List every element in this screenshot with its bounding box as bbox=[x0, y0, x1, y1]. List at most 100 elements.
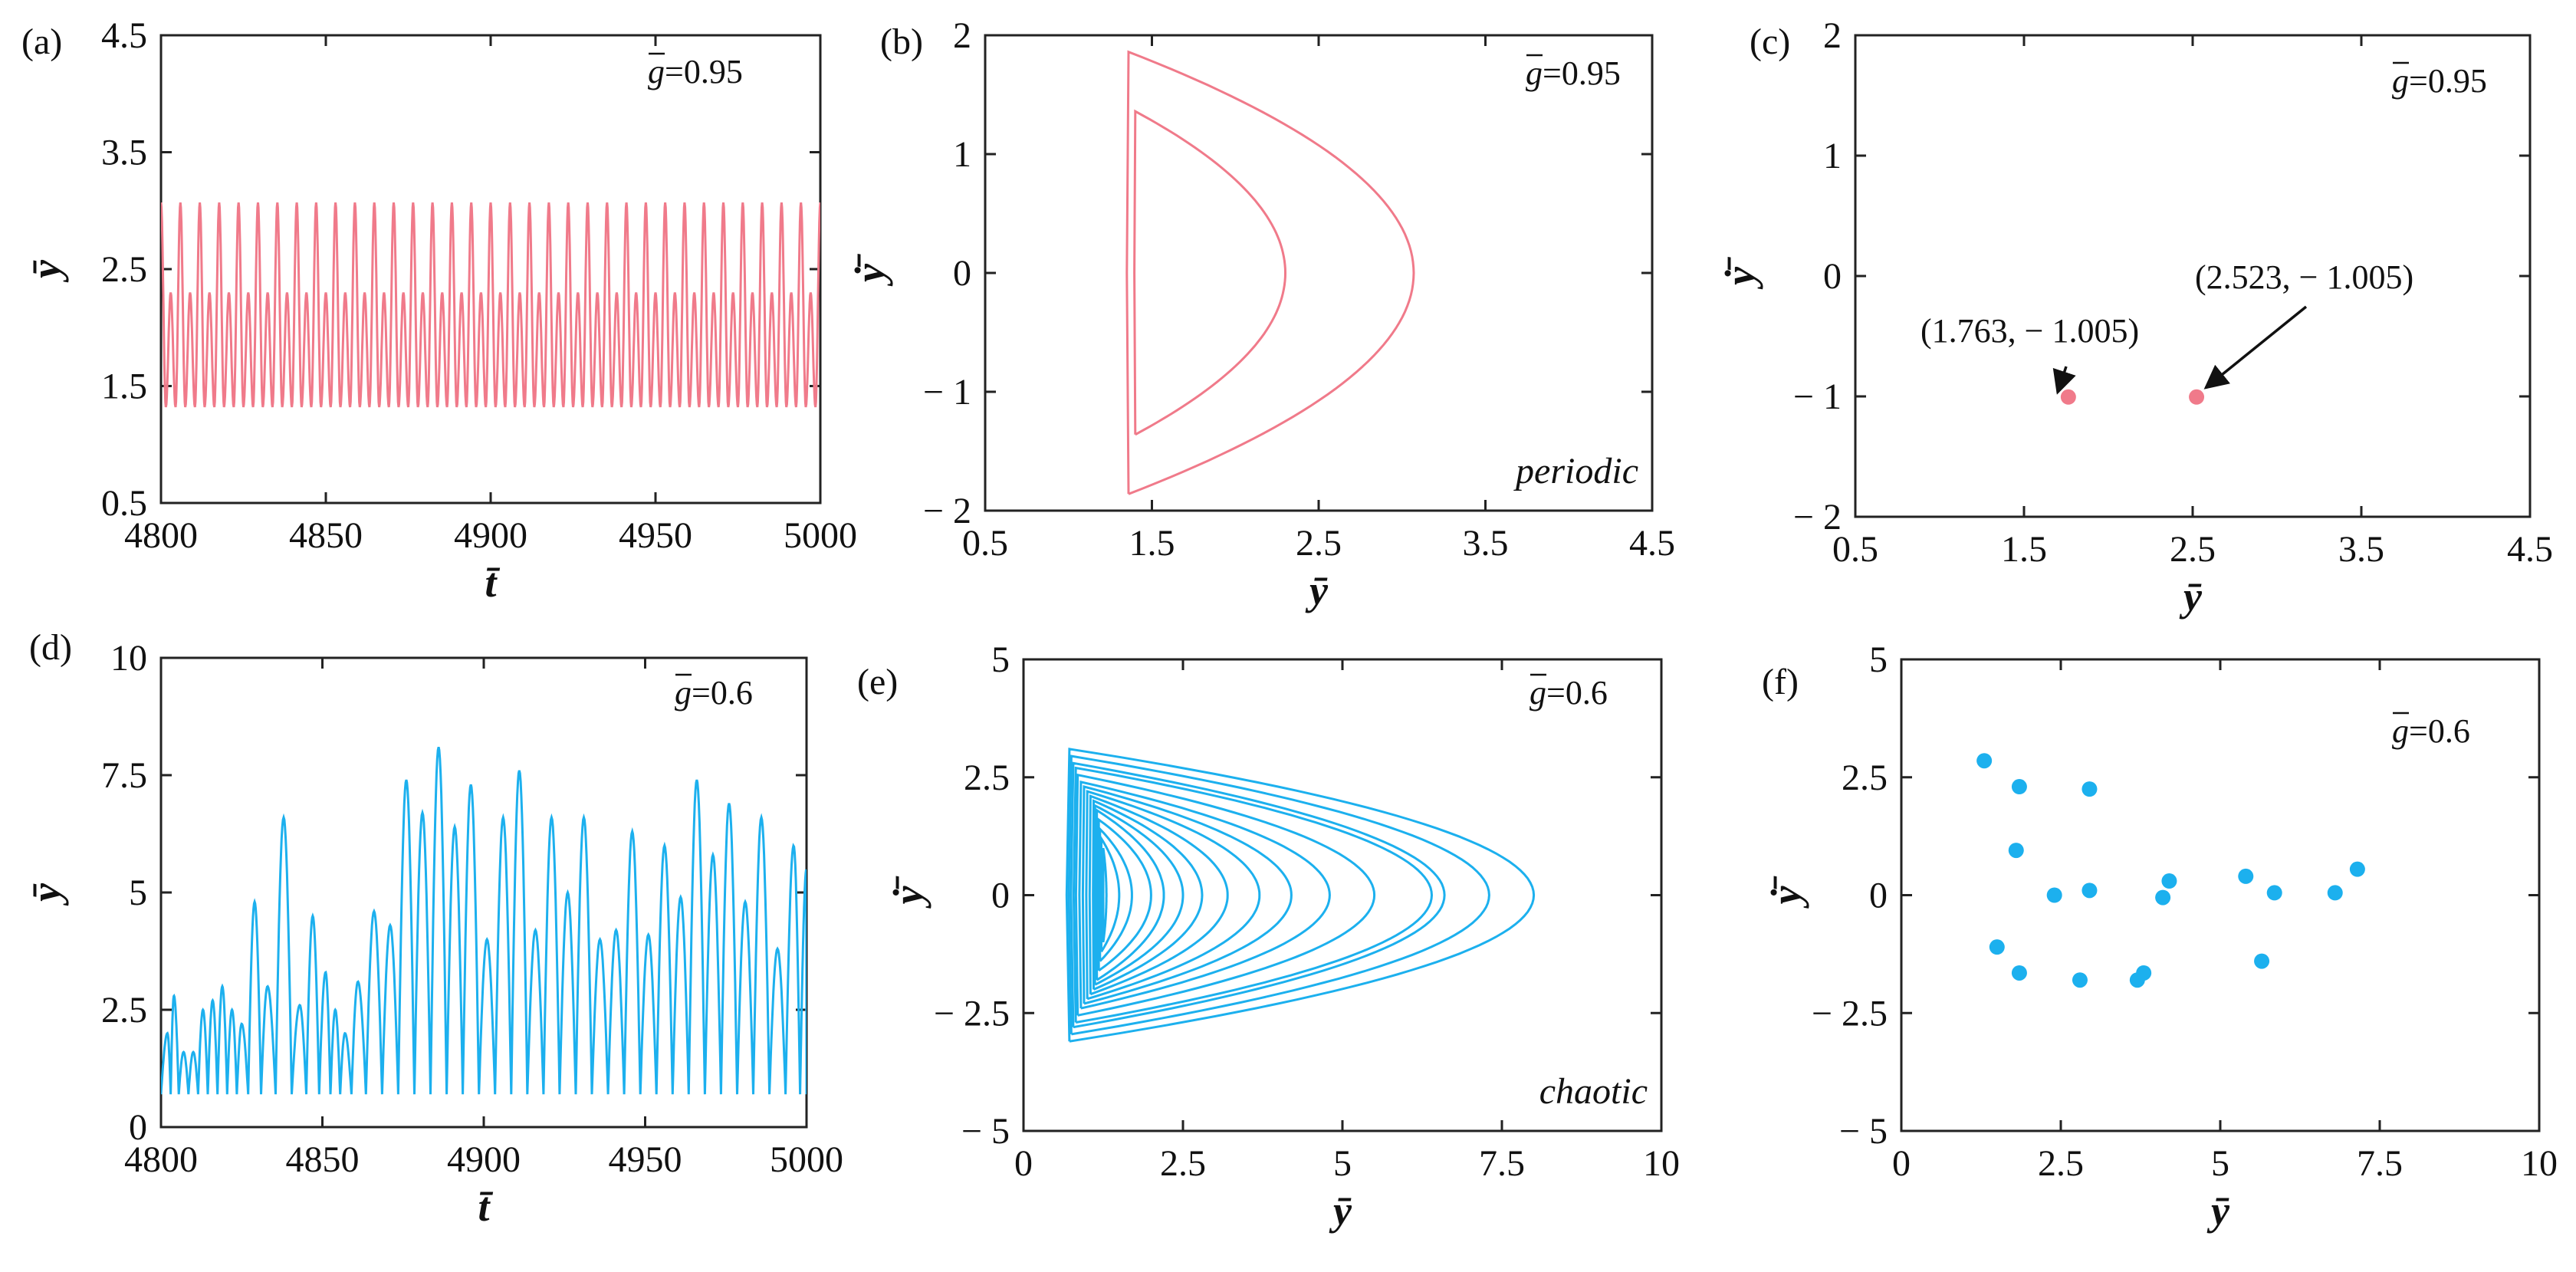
x-tick-label: 2.5 bbox=[2170, 529, 2216, 570]
panel-label: (e) bbox=[857, 662, 898, 702]
panel-label: (f) bbox=[1762, 662, 1799, 702]
poincare-point bbox=[2189, 389, 2205, 405]
x-tick-label: 4950 bbox=[609, 1139, 682, 1180]
x-tick-label: 4.5 bbox=[1629, 523, 1675, 564]
x-axis-label: t̄ bbox=[478, 1184, 494, 1230]
annotation-arrow bbox=[2203, 305, 2308, 389]
y-axis-label: ẏ̄ bbox=[847, 253, 893, 287]
poincare-point bbox=[2060, 389, 2076, 405]
poincare-point bbox=[2072, 972, 2088, 988]
poincare-point bbox=[2238, 868, 2254, 884]
y-tick-label: − 1 bbox=[1793, 376, 1842, 417]
g-bar-label: g=0.6 bbox=[1530, 674, 1608, 712]
x-axis-label: ȳ bbox=[1305, 567, 1329, 613]
poincare-point bbox=[2082, 883, 2098, 899]
panel-a: 4800 4850 4900 4950 5000 0.5 1.5 2.5 3.5 4.5 t̄ ȳ (a… bbox=[21, 15, 857, 606]
panel-label: (b) bbox=[880, 21, 923, 62]
y-tick-label: 10 bbox=[110, 638, 147, 679]
y-tick-label: 3.5 bbox=[101, 133, 147, 173]
y-tick-label: − 2.5 bbox=[1812, 993, 1888, 1034]
y-tick-label: 5 bbox=[129, 873, 147, 913]
axes-frame bbox=[984, 34, 1654, 512]
y-tick-label: 0 bbox=[1869, 876, 1888, 916]
orbit-line bbox=[1072, 766, 1434, 1024]
panel-label: (d) bbox=[29, 627, 72, 668]
orbit-line bbox=[1095, 808, 1165, 981]
x-tick-label: 0 bbox=[1014, 1143, 1033, 1184]
x-tick-label: 10 bbox=[2521, 1143, 2558, 1184]
panels: 4800 4850 4900 4950 50000.51.52.53.54.5t̄ȳ(a… bbox=[21, 15, 2558, 1234]
poincare-point bbox=[1989, 939, 2005, 955]
x-tick-label: 3.5 bbox=[2338, 529, 2384, 570]
x-tick-label: 4850 bbox=[286, 1139, 360, 1180]
orbit-line bbox=[1092, 799, 1204, 991]
orbit-line bbox=[1078, 781, 1331, 1010]
y-tick-label: 4.5 bbox=[101, 15, 147, 56]
x-tick-label: 10 bbox=[1643, 1143, 1680, 1184]
y-tick-label: 5 bbox=[1869, 639, 1888, 680]
orbit-line bbox=[1092, 804, 1184, 986]
x-tick-label: 1.5 bbox=[2001, 529, 2047, 570]
poincare-point bbox=[2082, 781, 2098, 797]
x-tick-label: 2.5 bbox=[1296, 523, 1342, 564]
annotation-label: (1.763, − 1.005) bbox=[1921, 312, 2139, 350]
poincare-point bbox=[2254, 953, 2270, 969]
x-tick-label: 0.5 bbox=[1832, 529, 1878, 570]
y-axis-label: ẏ̄ bbox=[886, 876, 932, 909]
y-tick-label: 0.5 bbox=[101, 483, 147, 524]
y-tick-label: 0 bbox=[953, 253, 971, 294]
x-tick-label: 5 bbox=[1333, 1143, 1352, 1184]
poincare-point bbox=[2046, 887, 2062, 903]
y-tick-label: 1 bbox=[953, 134, 971, 175]
x-tick-label: 0.5 bbox=[962, 523, 1008, 564]
orbit-line bbox=[1125, 50, 1415, 495]
orbit-line bbox=[1065, 748, 1536, 1043]
orbit-line bbox=[1097, 817, 1152, 972]
x-tick-label: 5000 bbox=[784, 515, 857, 556]
panel-c: 0.5 1.5 2.5 3.5 4.5 − 2 − 1 0 1 2 ȳ ẏ̄ (c) g=0.95 (1.7… bbox=[1717, 15, 2553, 620]
x-axis-label: ȳ bbox=[2206, 1188, 2230, 1234]
x-tick-label: 0 bbox=[1892, 1143, 1911, 1184]
x-tick-label: 5000 bbox=[770, 1139, 843, 1180]
y-axis-label: ẏ̄ bbox=[1763, 876, 1809, 909]
orbit-line bbox=[1102, 847, 1108, 943]
poincare-point bbox=[2011, 779, 2027, 795]
x-tick-label: 4950 bbox=[619, 515, 692, 556]
g-bar-label: g=0.95 bbox=[2392, 62, 2487, 100]
panel-label: (c) bbox=[1750, 21, 1790, 62]
x-tick-label: 2.5 bbox=[1160, 1143, 1206, 1184]
x-tick-label: 4.5 bbox=[2507, 529, 2553, 570]
annotation-arrow bbox=[2052, 366, 2076, 395]
poincare-point bbox=[2155, 889, 2171, 906]
poincare-point bbox=[2349, 861, 2365, 877]
poincare-point bbox=[2136, 965, 2152, 981]
axes-frame bbox=[1854, 34, 2532, 518]
x-tick-label: 3.5 bbox=[1463, 523, 1509, 564]
y-axis-label: ȳ bbox=[23, 883, 69, 906]
poincare-point bbox=[2327, 885, 2343, 901]
y-tick-label: 2.5 bbox=[101, 249, 147, 290]
y-tick-label: 2.5 bbox=[1842, 758, 1888, 798]
x-tick-label: 7.5 bbox=[2357, 1143, 2403, 1184]
y-tick-label: − 5 bbox=[1839, 1111, 1888, 1152]
y-tick-label: 2 bbox=[1823, 15, 1842, 56]
y-axis-label: ȳ bbox=[23, 259, 69, 283]
x-tick-label: 4900 bbox=[454, 515, 527, 556]
x-tick-label: 2.5 bbox=[2038, 1143, 2084, 1184]
x-tick-label: 5 bbox=[2211, 1143, 2229, 1184]
x-tick-label: 4900 bbox=[447, 1139, 521, 1180]
annotation-label: (2.523, − 1.005) bbox=[2195, 258, 2413, 296]
x-tick-label: 4850 bbox=[289, 515, 363, 556]
y-tick-label: 0 bbox=[1823, 256, 1842, 297]
y-tick-label: − 2 bbox=[1793, 497, 1842, 537]
panel-b: 0.5 1.5 2.5 3.5 4.5 − 2 − 1 0 1 2 ȳ ẏ̄ (b) g=0.95 peri… bbox=[847, 15, 1675, 613]
x-tick-label: 1.5 bbox=[1129, 523, 1175, 564]
g-bar-label: g=0.6 bbox=[2392, 712, 2470, 750]
y-tick-label: − 1 bbox=[923, 372, 971, 412]
g-bar-label: g=0.6 bbox=[675, 674, 753, 712]
y-tick-label: − 2.5 bbox=[934, 993, 1010, 1034]
poincare-point bbox=[2161, 873, 2177, 889]
